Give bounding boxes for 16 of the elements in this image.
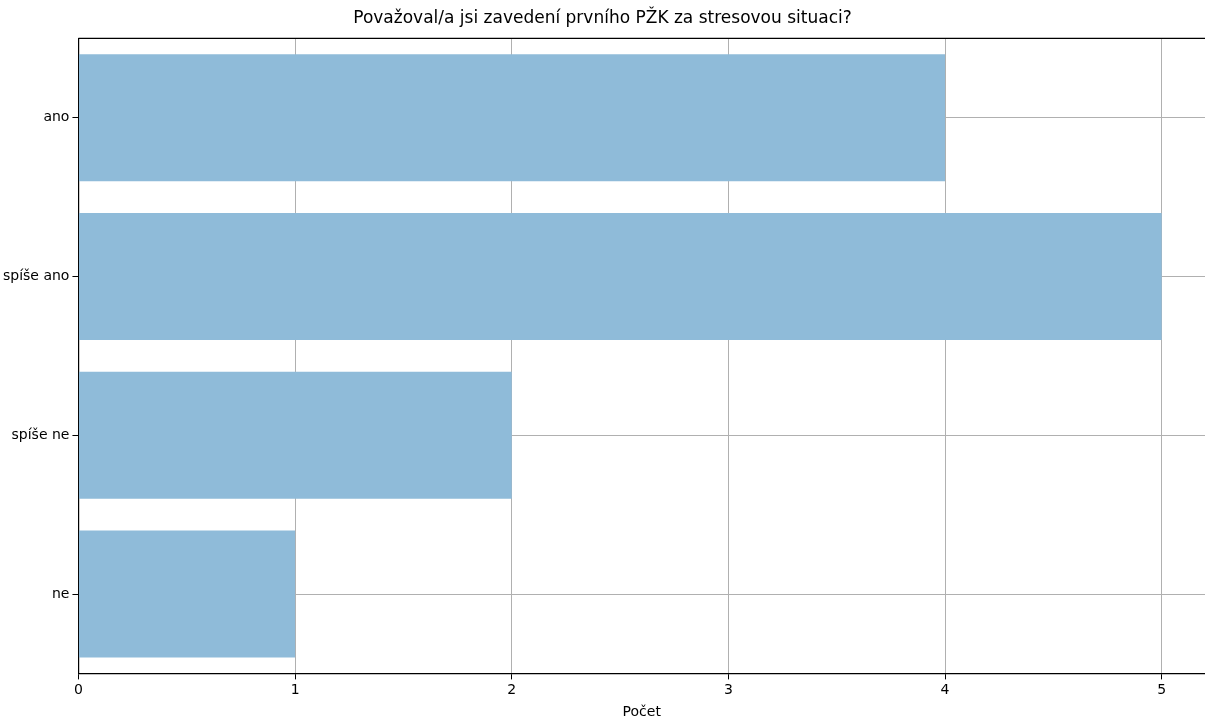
x-axis-title: Počet bbox=[622, 703, 662, 720]
x-tick-label: 0 bbox=[73, 681, 83, 698]
y-tick-label: spíše ano bbox=[2, 267, 70, 284]
bar bbox=[78, 530, 296, 658]
bar bbox=[78, 371, 512, 499]
x-tick-label: 1 bbox=[290, 681, 300, 698]
x-tick-label: 4 bbox=[940, 681, 950, 698]
chart-title: Považoval/a jsi zavedení prvního PŽK za stresovou situaci? bbox=[353, 5, 852, 27]
y-tick-label: ano bbox=[43, 108, 70, 125]
y-tick-label: ne bbox=[51, 584, 70, 601]
y-tick-label: spíše ne bbox=[11, 425, 70, 442]
bar bbox=[78, 213, 1162, 341]
x-tick-label: 2 bbox=[507, 681, 517, 698]
bar bbox=[78, 54, 946, 182]
x-tick-label: 3 bbox=[723, 681, 733, 698]
x-tick-label: 5 bbox=[1157, 681, 1167, 698]
